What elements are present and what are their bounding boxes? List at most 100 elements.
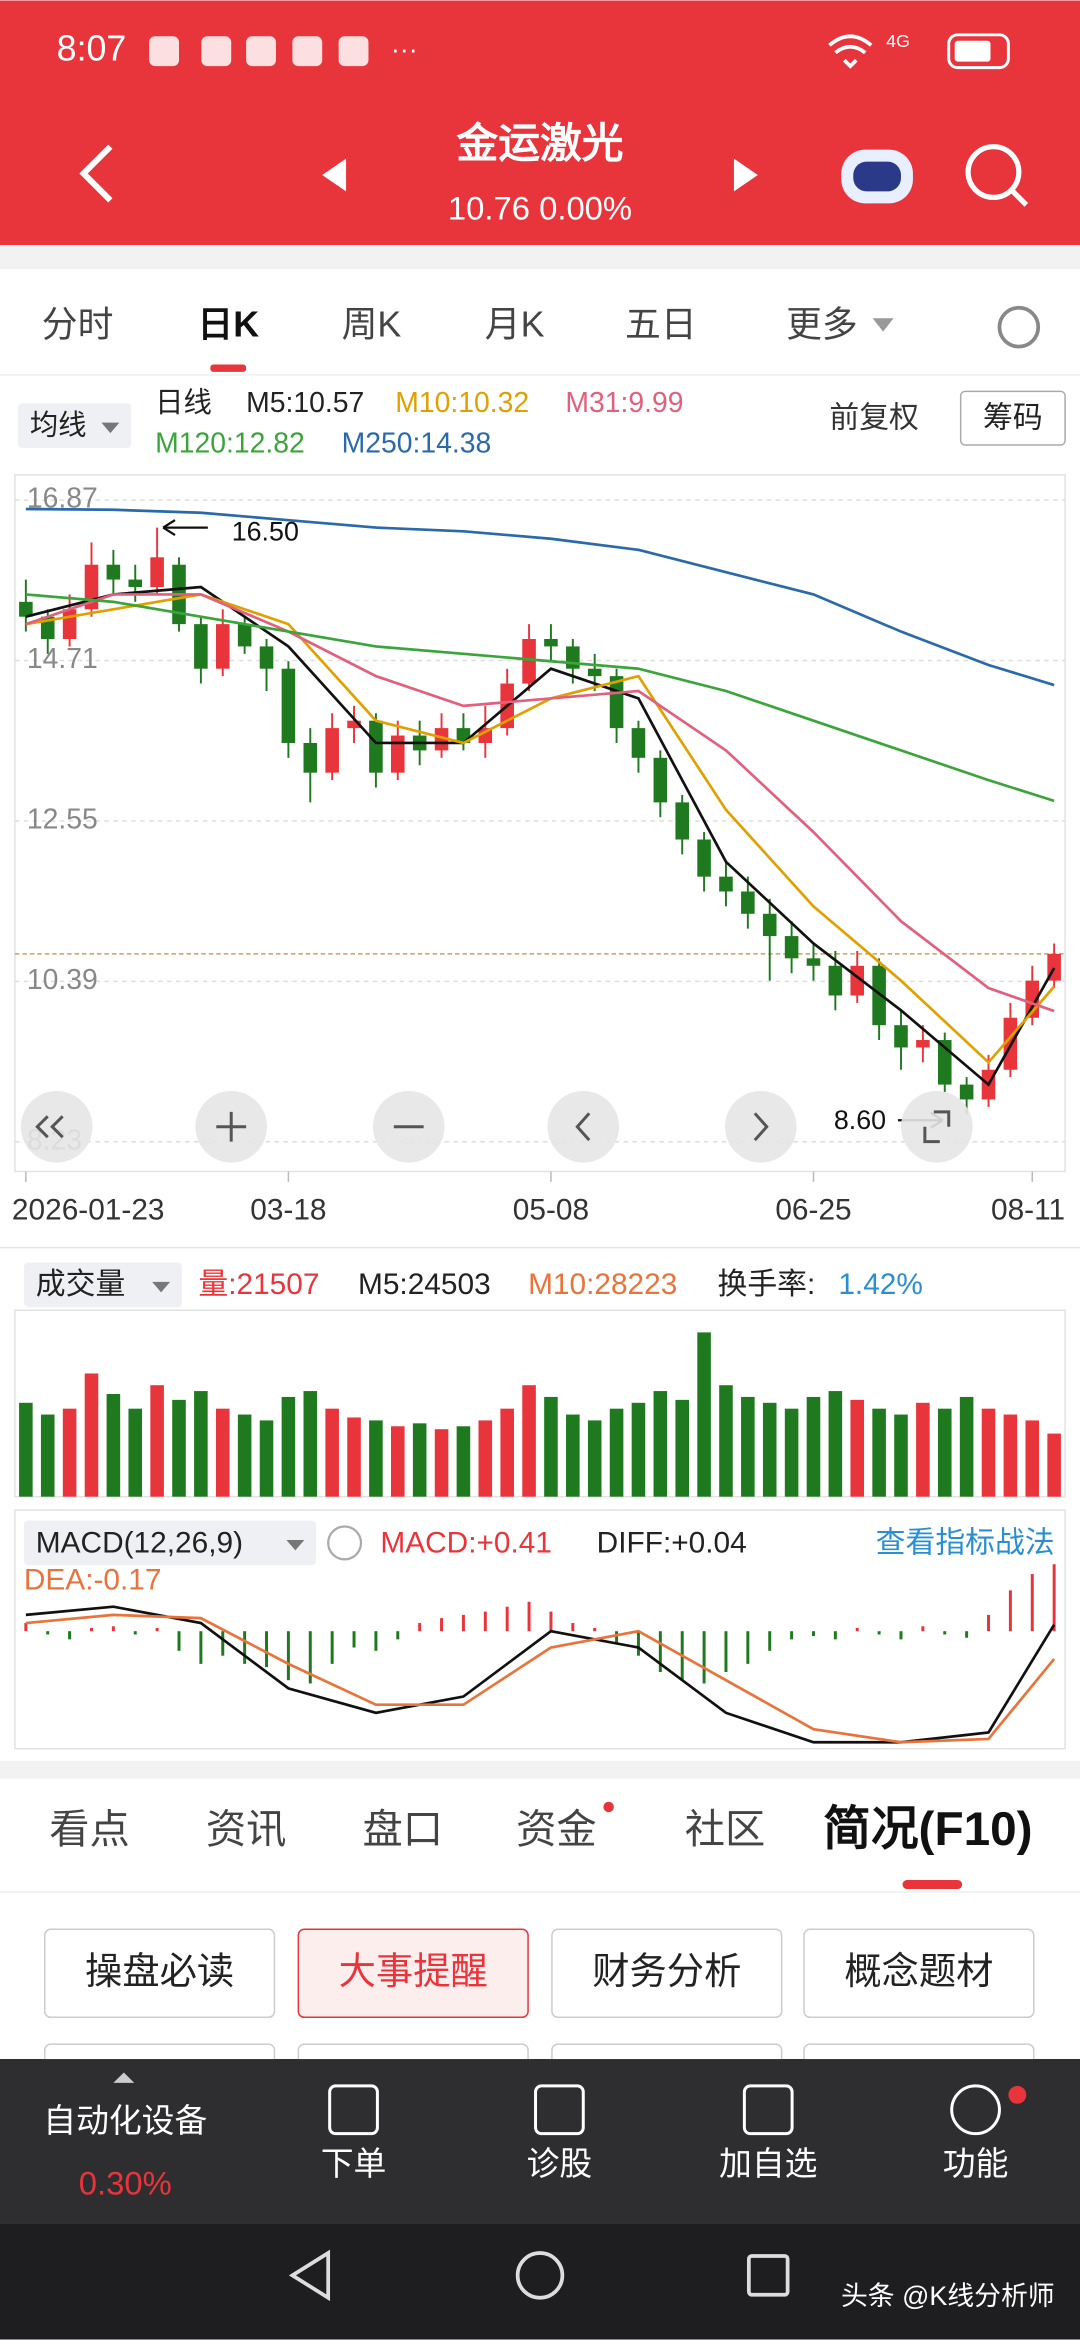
- candle-body: [194, 624, 208, 669]
- volume-bar: [84, 1373, 99, 1497]
- nav-icon: [534, 2084, 585, 2136]
- volume-bar: [937, 1408, 952, 1497]
- volume-bar: [325, 1408, 339, 1497]
- stock-quote: 10.76 0.00%: [448, 190, 632, 227]
- sys-back[interactable]: [288, 2249, 331, 2302]
- candle-body: [872, 965, 886, 1026]
- period-tab[interactable]: 分时: [42, 305, 114, 345]
- nav-item[interactable]: 加自选: [719, 2145, 817, 2182]
- help[interactable]: [327, 1525, 363, 1561]
- volume-stat: 量:21507: [198, 1268, 319, 1301]
- volume-bar: [784, 1408, 799, 1497]
- info-tab[interactable]: 简况(F10): [823, 1803, 1032, 1856]
- zoom-icon: [216, 1111, 247, 1142]
- ma-line: [25, 593, 1055, 803]
- search[interactable]: [965, 144, 1022, 201]
- candle-body: [828, 965, 843, 996]
- candle-body: [653, 757, 668, 803]
- next-stock[interactable]: [733, 158, 758, 192]
- info-tab[interactable]: 看点: [49, 1807, 130, 1852]
- turnover-value: 1.42%: [838, 1268, 923, 1301]
- period-tab[interactable]: 五日: [625, 305, 697, 345]
- volume-bar: [1047, 1433, 1061, 1497]
- sector-change: 0.30%: [79, 2165, 172, 2202]
- info-button[interactable]: [803, 1928, 1035, 2019]
- selector-arrow: [101, 422, 120, 434]
- zoom-control[interactable]: [724, 1090, 797, 1163]
- info-tab[interactable]: 资讯: [206, 1807, 287, 1852]
- candle-body: [303, 742, 318, 773]
- info-button[interactable]: [44, 1928, 276, 2019]
- info-button[interactable]: [551, 1928, 783, 2019]
- volume-bar: [281, 1396, 296, 1497]
- volume-bar: [215, 1408, 230, 1497]
- nav-up: [113, 2072, 135, 2083]
- back[interactable]: [79, 144, 113, 203]
- battery-level: [954, 40, 991, 62]
- zoom-control[interactable]: [547, 1090, 620, 1163]
- candle-body: [237, 624, 252, 647]
- chips: 筹码: [983, 402, 1043, 435]
- volume-bar: [106, 1394, 121, 1497]
- candle-body: [916, 1040, 930, 1048]
- sys-home[interactable]: [515, 2251, 565, 2300]
- candle-body: [19, 601, 33, 617]
- volume-bar: [150, 1385, 164, 1497]
- info-tab[interactable]: 盘口: [362, 1807, 443, 1852]
- sector-name[interactable]: 自动化设备: [43, 2102, 207, 2139]
- prev-stock[interactable]: [322, 158, 347, 192]
- volume-bar: [522, 1385, 536, 1497]
- sys-recent[interactable]: [746, 2254, 790, 2297]
- info-tab[interactable]: 社区: [685, 1807, 766, 1852]
- volume-bar: [806, 1396, 821, 1497]
- x-tick-label: 06-25: [775, 1194, 851, 1227]
- zoom-control[interactable]: [20, 1090, 93, 1163]
- nav-icon: [950, 2084, 1001, 2136]
- system-bar: [0, 2223, 1080, 2340]
- info-tab[interactable]: 资金: [516, 1807, 597, 1852]
- settings[interactable]: [997, 305, 1041, 349]
- nav-icon: [328, 2084, 379, 2136]
- volume-bar: [412, 1423, 427, 1497]
- volume-bar: [675, 1399, 689, 1497]
- zoom-control[interactable]: [900, 1090, 973, 1163]
- period-tab[interactable]: 更多: [786, 305, 858, 345]
- nav-item[interactable]: 功能: [943, 2145, 1009, 2182]
- indicator-link[interactable]: 查看指标战法: [876, 1526, 1055, 1559]
- volume-bar: [762, 1402, 777, 1497]
- nav-icon: [742, 2084, 794, 2136]
- candle-body: [434, 728, 449, 751]
- chips-box[interactable]: [959, 390, 1066, 446]
- macd-selector[interactable]: [23, 1520, 317, 1566]
- macd-stat: DIFF:+0.04: [597, 1526, 747, 1559]
- status-icon: [338, 36, 369, 67]
- y-tick-label: 12.55: [27, 803, 98, 835]
- selector-arrow: [286, 1539, 305, 1551]
- volume-bar: [544, 1396, 558, 1497]
- period-tab[interactable]: 月K: [485, 305, 545, 345]
- volume-bar: [391, 1426, 405, 1497]
- info-button[interactable]: [297, 1928, 529, 2019]
- ma-selector[interactable]: [17, 403, 132, 449]
- period-tab[interactable]: 日K: [197, 305, 259, 345]
- volume-bar: [128, 1408, 143, 1497]
- macd-frame: [14, 1509, 1066, 1750]
- volume-header: 成交量: [36, 1268, 125, 1301]
- adjust-mode[interactable]: 前复权: [829, 402, 918, 435]
- ma-selector-label: 均线: [30, 410, 87, 442]
- volume-selector[interactable]: [23, 1262, 182, 1308]
- volume-bar: [697, 1332, 711, 1497]
- battery: [947, 33, 1010, 70]
- gap: [0, 245, 1080, 270]
- zoom-icon: [575, 1112, 591, 1142]
- volume-bar: [566, 1414, 580, 1497]
- volume-bar: [19, 1402, 33, 1497]
- candle-body: [631, 728, 646, 758]
- period-tab[interactable]: 周K: [342, 305, 402, 345]
- x-tick-label: 2026-01-23: [12, 1194, 165, 1227]
- zoom-icon: [753, 1112, 769, 1142]
- nav-item[interactable]: 下单: [321, 2145, 387, 2182]
- dea-label: DEA:-0.17: [24, 1564, 162, 1597]
- nav-item[interactable]: 诊股: [527, 2145, 593, 2182]
- candle-body: [347, 720, 361, 729]
